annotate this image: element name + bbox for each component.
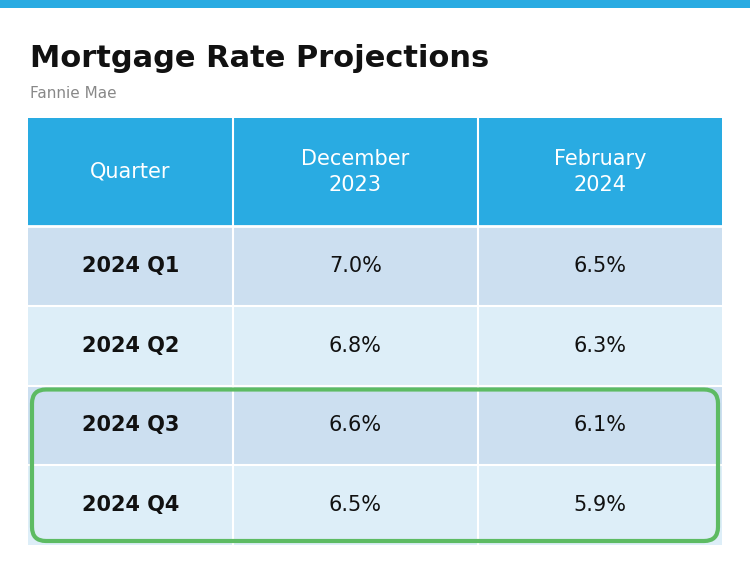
Bar <box>28 306 722 386</box>
Text: 5.9%: 5.9% <box>573 495 626 515</box>
Text: 2024 Q3: 2024 Q3 <box>82 415 179 435</box>
Text: 6.1%: 6.1% <box>573 415 626 435</box>
Text: 6.3%: 6.3% <box>573 336 626 356</box>
Bar <box>28 386 722 465</box>
Text: 7.0%: 7.0% <box>328 256 382 276</box>
Text: February
2024: February 2024 <box>554 149 646 195</box>
Bar <box>28 465 722 545</box>
Text: Quarter: Quarter <box>90 162 170 182</box>
Text: Fannie Mae: Fannie Mae <box>30 86 117 101</box>
Text: 6.5%: 6.5% <box>573 256 626 276</box>
Bar <box>0 0 750 8</box>
Text: 6.5%: 6.5% <box>328 495 382 515</box>
Text: 2024 Q2: 2024 Q2 <box>82 336 179 356</box>
Text: December
2023: December 2023 <box>301 149 410 195</box>
Text: 6.8%: 6.8% <box>328 336 382 356</box>
Bar <box>28 226 722 306</box>
Text: 2024 Q4: 2024 Q4 <box>82 495 179 515</box>
Text: Mortgage Rate Projections: Mortgage Rate Projections <box>30 44 489 73</box>
Bar <box>28 118 722 226</box>
Text: 6.6%: 6.6% <box>328 415 382 435</box>
Text: 2024 Q1: 2024 Q1 <box>82 256 179 276</box>
